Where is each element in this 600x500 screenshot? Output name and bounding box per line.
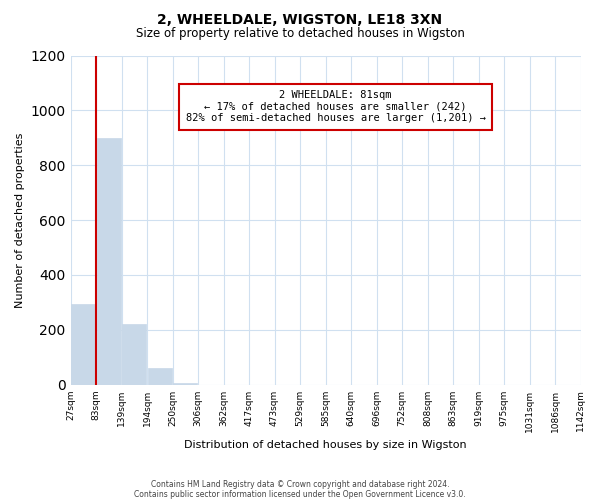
X-axis label: Distribution of detached houses by size in Wigston: Distribution of detached houses by size … [184,440,467,450]
Bar [97,138,121,384]
Text: Size of property relative to detached houses in Wigston: Size of property relative to detached ho… [136,28,464,40]
Bar [148,368,172,384]
Text: 2 WHEELDALE: 81sqm
← 17% of detached houses are smaller (242)
82% of semi-detach: 2 WHEELDALE: 81sqm ← 17% of detached hou… [186,90,486,124]
Text: 2, WHEELDALE, WIGSTON, LE18 3XN: 2, WHEELDALE, WIGSTON, LE18 3XN [157,12,443,26]
Bar [71,304,95,384]
Text: Contains HM Land Registry data © Crown copyright and database right 2024.: Contains HM Land Registry data © Crown c… [151,480,449,489]
Bar [122,324,146,384]
Text: Contains public sector information licensed under the Open Government Licence v3: Contains public sector information licen… [134,490,466,499]
Y-axis label: Number of detached properties: Number of detached properties [15,132,25,308]
